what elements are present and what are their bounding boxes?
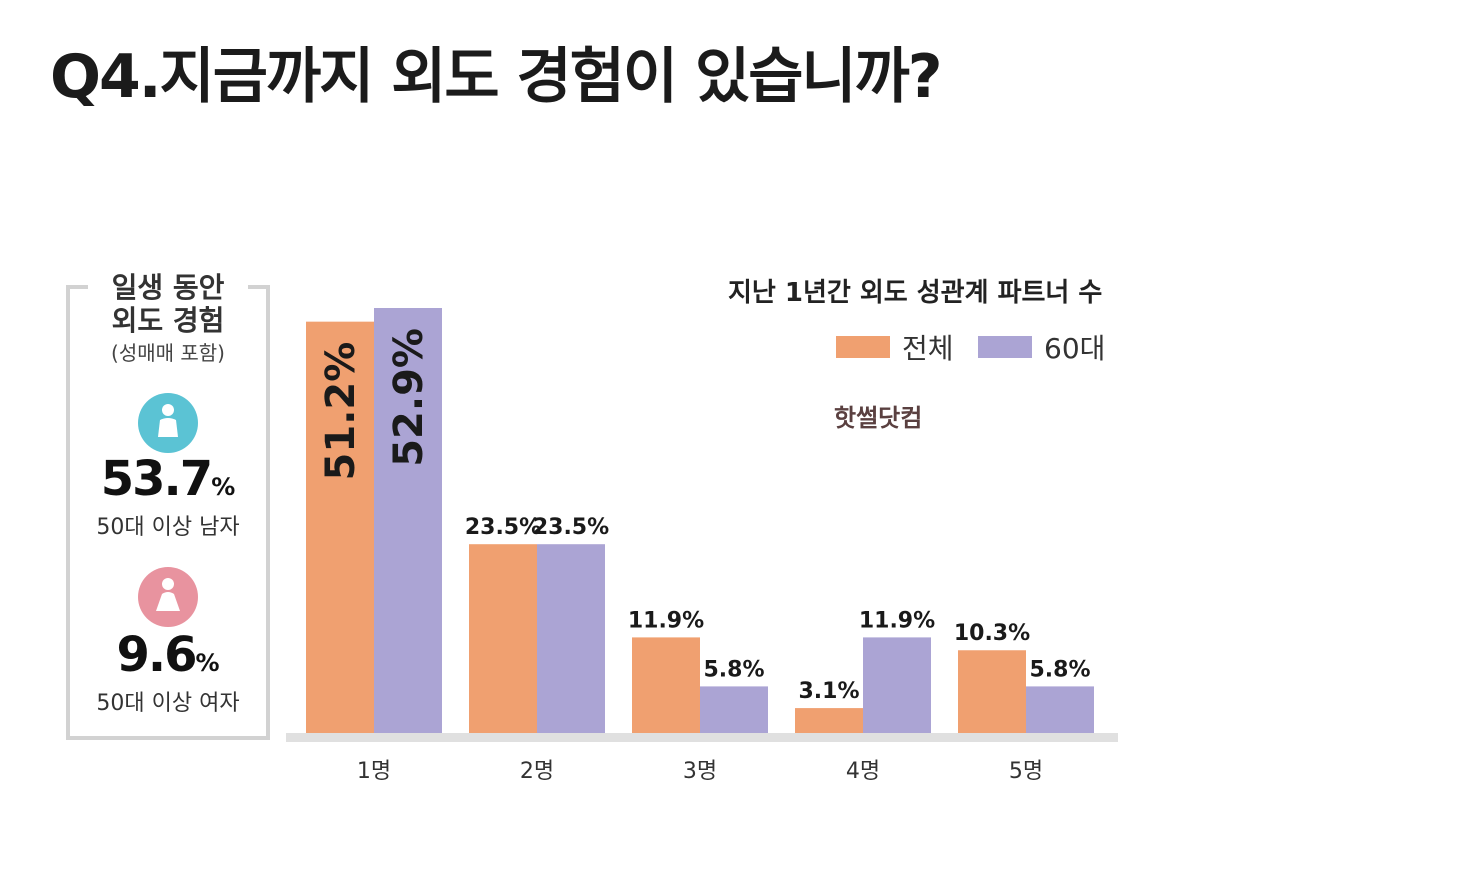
- data-label-60s-2: 23.5%: [533, 515, 609, 540]
- data-label-total-1: 51.2%: [318, 342, 364, 481]
- x-tick-label-4: 4명: [846, 759, 880, 784]
- male-stat-unit: %: [211, 473, 236, 501]
- x-tick-label-3: 3명: [683, 759, 717, 784]
- x-axis-line: [286, 733, 1118, 742]
- data-label-total-4: 3.1%: [798, 679, 859, 704]
- female-stat-value: 9.6: [116, 627, 197, 683]
- legend-swatch-60s: [978, 336, 1032, 358]
- female-stat-unit: %: [195, 649, 220, 677]
- lifetime-affair-panel: 일생 동안 외도 경험 (성매매 포함) 53.7% 50대 이상 남자 9.6…: [66, 271, 270, 740]
- data-label-total-3: 11.9%: [628, 608, 704, 633]
- data-label-60s-5: 5.8%: [1029, 657, 1090, 682]
- panel-heading-line1: 일생 동안: [111, 271, 225, 304]
- panel-subheading: (성매매 포함): [111, 341, 225, 365]
- legend-label-60s: 60대: [1044, 332, 1106, 365]
- x-tick-label-5: 5명: [1009, 759, 1043, 784]
- female-person-icon: [138, 567, 198, 627]
- panel-border-left: [66, 285, 88, 289]
- legend-swatch-total: [836, 336, 890, 358]
- panel-heading-line2: 외도 경험: [111, 304, 225, 337]
- x-tick-label-1: 1명: [357, 759, 391, 784]
- data-label-total-2: 23.5%: [465, 515, 541, 540]
- chart-title: 지난 1년간 외도 성관계 파트너 수: [728, 278, 1103, 308]
- female-stat: 9.6%: [70, 627, 266, 683]
- male-person-icon: [138, 393, 198, 453]
- bar-60s-2: [537, 544, 605, 733]
- bar-60s-3: [700, 686, 768, 733]
- data-label-60s-4: 11.9%: [859, 608, 935, 633]
- legend-item-total: 전체: [836, 332, 954, 365]
- bar-60s-1: [374, 308, 442, 733]
- legend-item-60s: 60대: [978, 332, 1105, 365]
- female-caption: 50대 이상 여자: [96, 691, 240, 716]
- data-label-total-5: 10.3%: [954, 621, 1030, 646]
- bar-60s-4: [863, 637, 931, 733]
- data-label-60s-1: 52.9%: [386, 328, 432, 467]
- bar-total-1: [306, 321, 374, 733]
- watermark: 핫썰닷컴: [834, 404, 923, 432]
- bar-60s-5: [1026, 686, 1094, 733]
- page-title: Q4.지금까지 외도 경험이 있습니까?: [50, 42, 943, 112]
- panel-border-right: [248, 285, 270, 289]
- bar-total-5: [958, 650, 1026, 733]
- bar-total-4: [795, 708, 863, 733]
- data-label-60s-3: 5.8%: [703, 657, 764, 682]
- male-stat: 53.7%: [70, 451, 266, 507]
- bar-total-3: [632, 637, 700, 733]
- male-caption: 50대 이상 남자: [96, 515, 240, 540]
- x-tick-label-2: 2명: [520, 759, 554, 784]
- legend-label-total: 전체: [902, 332, 954, 365]
- bar-total-2: [469, 544, 537, 733]
- male-stat-value: 53.7: [100, 451, 213, 507]
- panel-heading: 일생 동안 외도 경험: [70, 271, 266, 337]
